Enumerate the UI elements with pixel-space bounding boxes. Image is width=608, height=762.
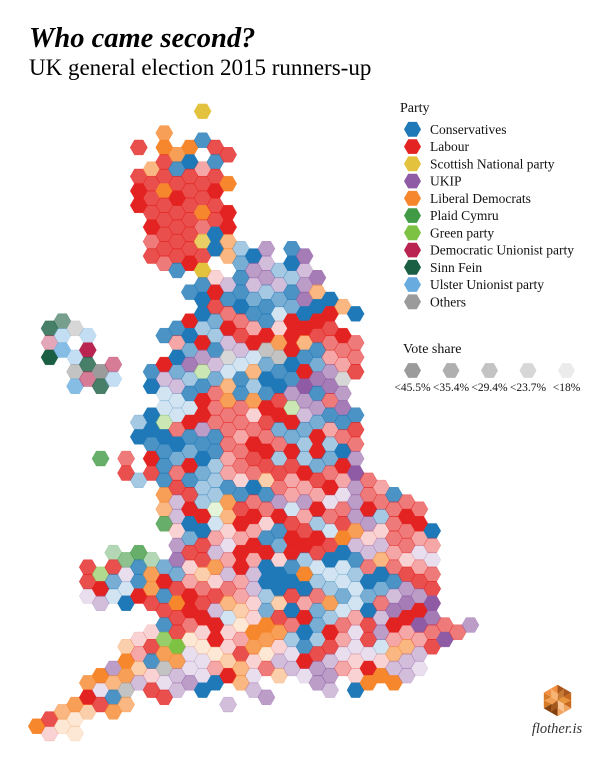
svg-text:Ulster Unionist party: Ulster Unionist party	[430, 277, 544, 292]
svg-text:Others: Others	[430, 294, 466, 309]
svg-text:Plaid Cymru: Plaid Cymru	[430, 208, 499, 223]
svg-text:<35.4%: <35.4%	[433, 382, 470, 394]
svg-text:flother.is: flother.is	[532, 721, 583, 737]
svg-text:UK general election 2015 runne: UK general election 2015 runners-up	[29, 55, 371, 80]
svg-text:Conservatives: Conservatives	[430, 122, 507, 137]
svg-text:Labour: Labour	[430, 139, 469, 154]
svg-text:Scottish National party: Scottish National party	[430, 156, 555, 171]
svg-text:UKIP: UKIP	[430, 174, 462, 189]
svg-text:<45.5%: <45.5%	[394, 382, 431, 394]
svg-text:Who came second?: Who came second?	[29, 23, 255, 54]
svg-text:Sinn Fein: Sinn Fein	[430, 260, 482, 275]
svg-text:<23.7%: <23.7%	[510, 382, 547, 394]
svg-text:Party: Party	[400, 101, 430, 116]
svg-text:<29.4%: <29.4%	[471, 382, 508, 394]
svg-text:Vote share: Vote share	[403, 342, 461, 357]
svg-text:Liberal Democrats: Liberal Democrats	[430, 191, 531, 206]
svg-text:Green party: Green party	[430, 225, 494, 240]
svg-text:Democratic Unionist party: Democratic Unionist party	[430, 243, 574, 258]
svg-text:<18%: <18%	[553, 382, 581, 394]
